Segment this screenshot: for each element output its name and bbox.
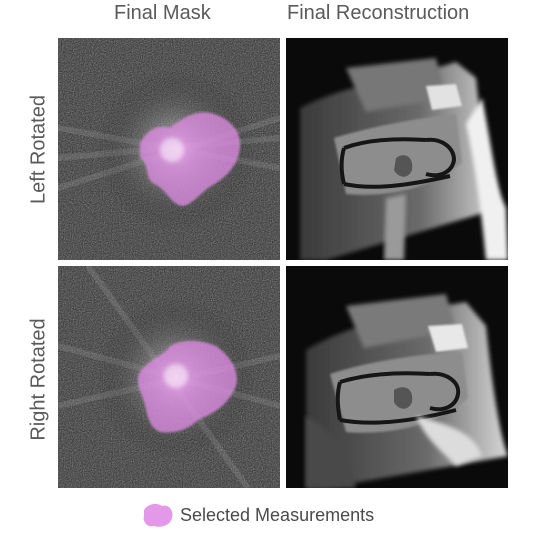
legend: Selected Measurements [140, 500, 374, 530]
row-label-right-rotated: Right Rotated [28, 311, 51, 449]
row-label-left-rotated: Left Rotated [28, 85, 51, 215]
column-header-final-mask: Final Mask [114, 2, 211, 25]
reconstruction-panel-left-rotated [286, 38, 508, 260]
selected-measurements-swatch [140, 500, 176, 530]
column-header-final-reconstruction: Final Reconstruction [287, 2, 469, 25]
mask-panel-right-rotated [58, 266, 280, 488]
legend-label: Selected Measurements [180, 505, 374, 526]
mask-panel-left-rotated [58, 38, 280, 260]
reconstruction-panel-right-rotated [286, 266, 508, 488]
